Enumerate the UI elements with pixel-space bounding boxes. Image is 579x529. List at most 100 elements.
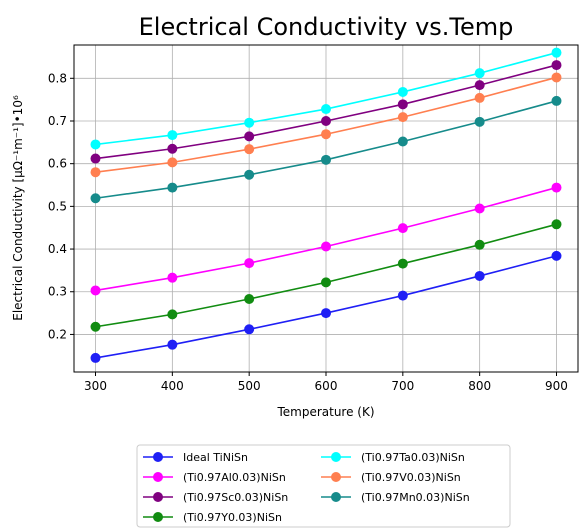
data-point bbox=[474, 116, 485, 127]
legend-item: (Ti0.97Sc0.03)NiSn bbox=[143, 491, 288, 504]
legend-frame bbox=[136, 444, 511, 528]
y-tick-label: 0.5 bbox=[48, 199, 67, 213]
data-point bbox=[90, 352, 101, 363]
data-point bbox=[321, 129, 331, 140]
series-4 bbox=[90, 219, 562, 332]
legend-marker bbox=[331, 472, 341, 482]
data-point bbox=[90, 167, 101, 178]
chart-title: Electrical Conductivity vs.Temp bbox=[139, 13, 514, 41]
x-tick-label: 400 bbox=[161, 379, 184, 393]
legend-marker bbox=[153, 452, 163, 462]
x-tick-label: 600 bbox=[315, 379, 338, 393]
data-point bbox=[321, 104, 331, 115]
data-point bbox=[551, 72, 562, 83]
data-point bbox=[167, 157, 178, 168]
data-point bbox=[474, 80, 485, 91]
legend-marker bbox=[331, 452, 341, 462]
legend: Ideal TiNiSn (Ti0.97Al0.03)NiSn (Ti0.97Sc0… bbox=[136, 444, 511, 528]
data-point bbox=[244, 258, 255, 269]
x-tick-label: 900 bbox=[545, 379, 568, 393]
data-point bbox=[474, 92, 485, 103]
x-axis-ticks: 300 400 500 600 700 800 900 bbox=[84, 372, 568, 393]
data-point bbox=[397, 258, 408, 269]
y-tick-label: 0.2 bbox=[48, 327, 67, 341]
series-2 bbox=[90, 182, 562, 296]
data-point bbox=[167, 272, 178, 283]
data-point bbox=[90, 153, 101, 164]
data-point bbox=[321, 115, 331, 126]
y-tick-label: 0.8 bbox=[48, 71, 67, 85]
data-point bbox=[551, 47, 562, 58]
series-7 bbox=[90, 95, 562, 204]
data-point bbox=[551, 219, 562, 230]
series-5 bbox=[90, 47, 562, 150]
legend-label: Ideal TiNiSn bbox=[183, 451, 248, 464]
data-point bbox=[551, 95, 562, 106]
data-point bbox=[90, 285, 101, 296]
legend-label: (Ti0.97V0.03)NiSn bbox=[361, 471, 461, 484]
data-point bbox=[244, 324, 255, 335]
data-point bbox=[244, 117, 255, 128]
data-point bbox=[397, 99, 408, 110]
series-3 bbox=[90, 60, 562, 164]
data-point bbox=[321, 277, 331, 288]
data-point bbox=[90, 139, 101, 150]
data-point bbox=[244, 294, 255, 305]
data-point bbox=[167, 309, 178, 320]
x-tick-label: 800 bbox=[468, 379, 491, 393]
series-6 bbox=[90, 72, 562, 178]
data-point bbox=[474, 68, 485, 79]
data-point bbox=[244, 169, 255, 180]
x-tick-label: 500 bbox=[238, 379, 261, 393]
legend-item: (Ti0.97Al0.03)NiSn bbox=[143, 471, 286, 484]
data-point bbox=[397, 290, 408, 301]
legend-marker bbox=[153, 512, 163, 522]
y-tick-label: 0.3 bbox=[48, 285, 67, 299]
x-tick-label: 300 bbox=[84, 379, 107, 393]
data-point bbox=[551, 250, 562, 261]
data-point bbox=[90, 193, 101, 204]
data-point bbox=[90, 321, 101, 332]
x-axis-label: Temperature (K) bbox=[276, 405, 374, 419]
data-point bbox=[551, 182, 562, 193]
legend-marker bbox=[331, 492, 341, 502]
legend-item: Ideal TiNiSn bbox=[143, 451, 248, 464]
series-group bbox=[90, 47, 562, 363]
y-tick-label: 0.4 bbox=[48, 242, 67, 256]
legend-label: (Ti0.97Y0.03)NiSn bbox=[183, 511, 282, 524]
data-point bbox=[321, 154, 331, 165]
data-point bbox=[474, 270, 485, 281]
data-point bbox=[321, 308, 331, 319]
legend-item: (Ti0.97Mn0.03)NiSn bbox=[321, 491, 470, 504]
data-point bbox=[474, 203, 485, 214]
data-point bbox=[397, 112, 408, 123]
data-point bbox=[321, 241, 331, 252]
data-point bbox=[474, 239, 485, 250]
legend-label: (Ti0.97Ta0.03)NiSn bbox=[361, 451, 465, 464]
data-point bbox=[551, 60, 562, 71]
legend-item: (Ti0.97Y0.03)NiSn bbox=[143, 511, 282, 524]
data-point bbox=[167, 143, 178, 154]
legend-item: (Ti0.97Ta0.03)NiSn bbox=[321, 451, 465, 464]
data-point bbox=[244, 144, 255, 155]
legend-label: (Ti0.97Sc0.03)NiSn bbox=[183, 491, 288, 504]
y-tick-label: 0.6 bbox=[48, 157, 67, 171]
y-tick-label: 0.7 bbox=[48, 114, 67, 128]
legend-marker bbox=[153, 492, 163, 502]
legend-label: (Ti0.97Mn0.03)NiSn bbox=[361, 491, 470, 504]
y-axis-label: Electrical Conductivity [μΩ⁻¹m⁻¹]•10⁶ bbox=[11, 95, 25, 321]
data-point bbox=[167, 339, 178, 350]
data-point bbox=[397, 223, 408, 234]
x-tick-label: 700 bbox=[391, 379, 414, 393]
y-axis-ticks: 0.2 0.3 0.4 0.5 0.6 0.7 0.8 bbox=[48, 71, 74, 341]
series-1 bbox=[90, 250, 562, 363]
data-point bbox=[167, 182, 178, 193]
grid bbox=[74, 45, 578, 372]
legend-label: (Ti0.97Al0.03)NiSn bbox=[183, 471, 286, 484]
data-point bbox=[167, 130, 178, 141]
data-point bbox=[244, 131, 255, 142]
legend-marker bbox=[153, 472, 163, 482]
data-point bbox=[397, 136, 408, 147]
data-point bbox=[397, 86, 408, 97]
